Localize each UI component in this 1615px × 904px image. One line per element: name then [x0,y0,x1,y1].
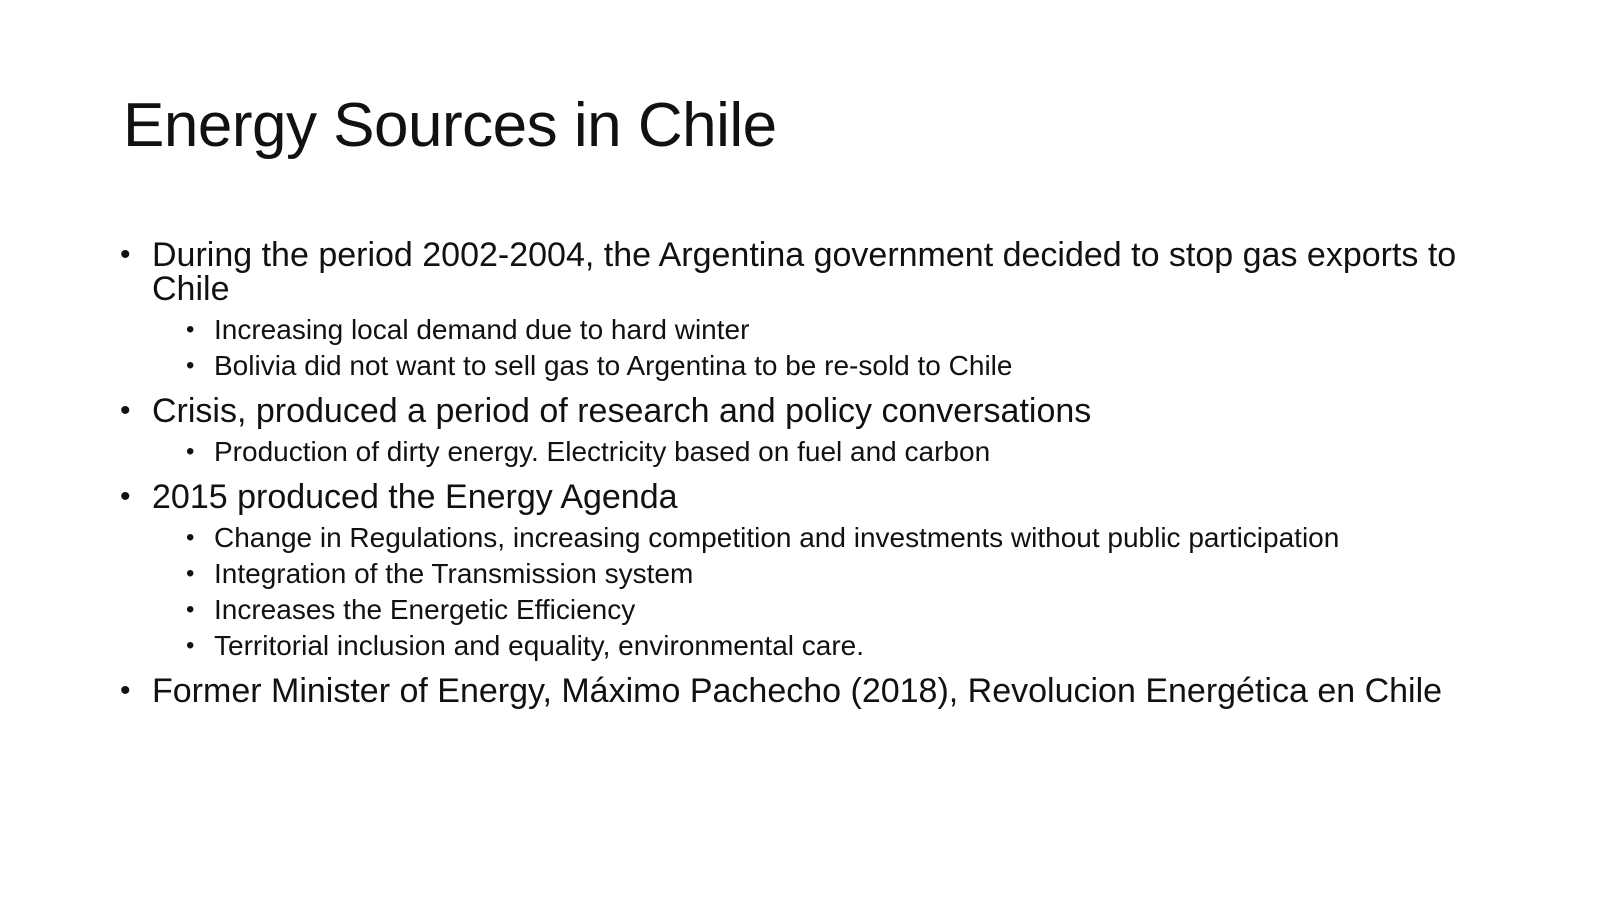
slide-title: Energy Sources in Chile [123,91,777,160]
bullet-argentina-gas-exports: During the period 2002-2004, the Argenti… [120,238,1520,306]
bullet-energy-agenda: 2015 produced the Energy Agenda [120,480,1520,514]
sub-bullet-dirty-energy: Production of dirty energy. Electricity … [186,434,1520,470]
sub-bullet-local-demand: Increasing local demand due to hard wint… [186,312,1520,348]
slide-body: During the period 2002-2004, the Argenti… [120,238,1520,714]
sub-bullet-bolivia-gas: Bolivia did not want to sell gas to Arge… [186,348,1520,384]
sub-bullet-territorial-inclusion: Territorial inclusion and equality, envi… [186,628,1520,664]
bullet-former-minister: Former Minister of Energy, Máximo Pachec… [120,674,1520,708]
sub-bullet-regulations: Change in Regulations, increasing compet… [186,520,1520,556]
sub-bullet-transmission: Integration of the Transmission system [186,556,1520,592]
sub-bullet-efficiency: Increases the Energetic Efficiency [186,592,1520,628]
bullet-crisis-research: Crisis, produced a period of research an… [120,394,1520,428]
